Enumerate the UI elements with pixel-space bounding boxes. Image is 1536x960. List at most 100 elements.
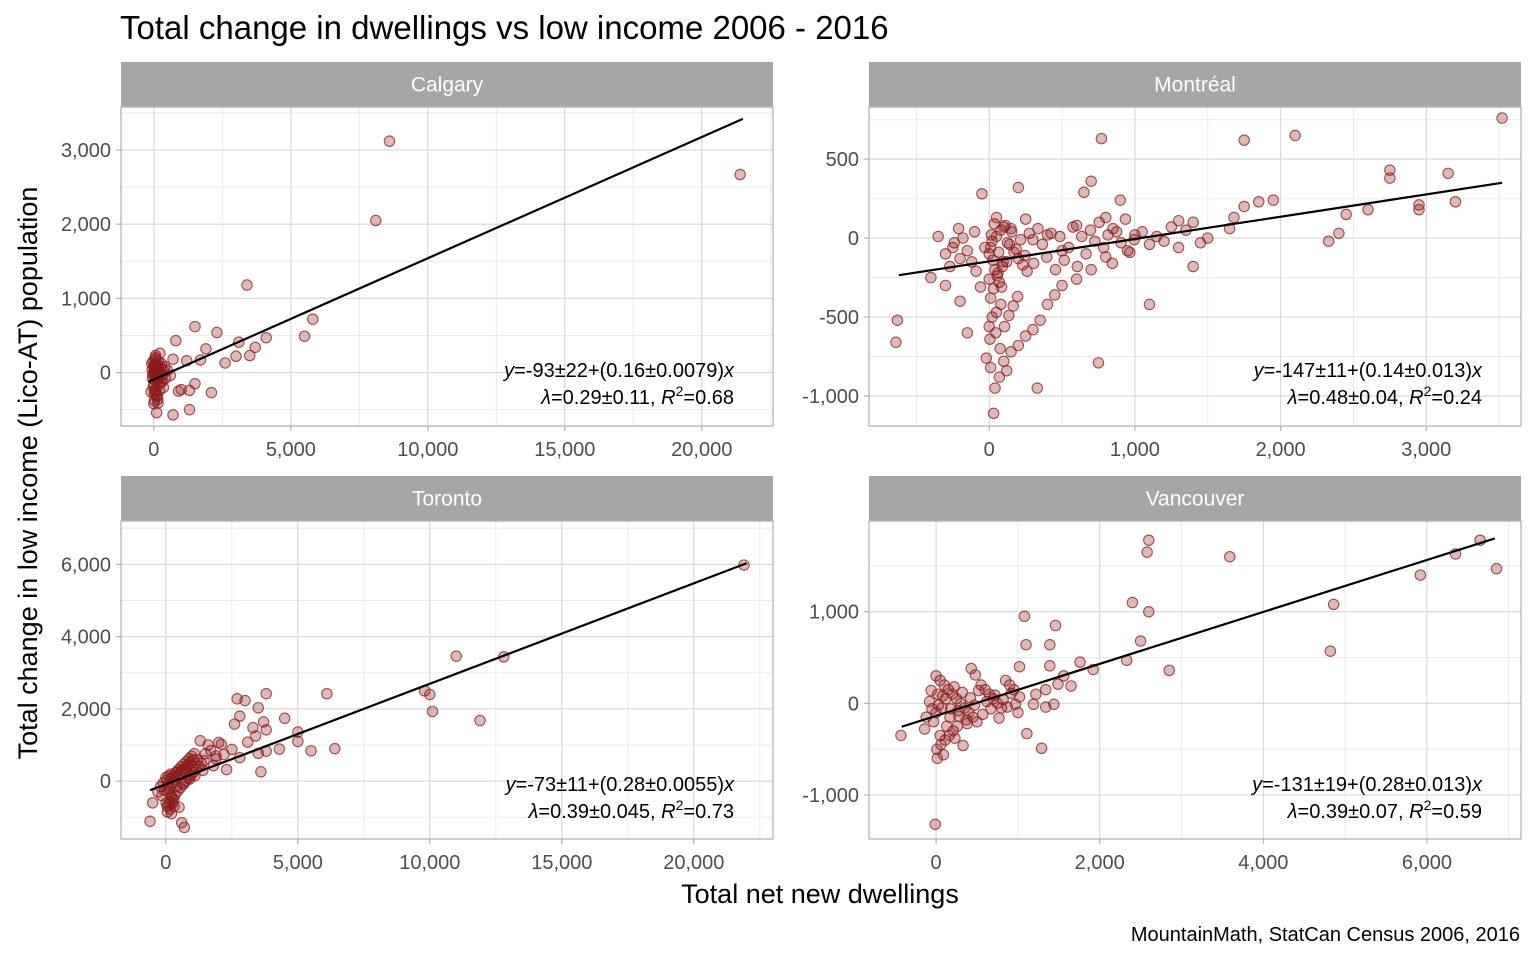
- data-point: [1449, 196, 1462, 208]
- x-tick-label: 2,000: [1075, 852, 1125, 874]
- x-tick-label: 6,000: [1402, 852, 1452, 874]
- x-tick-label: 0: [931, 852, 942, 874]
- x-tick-label: 15,000: [531, 852, 592, 874]
- data-point: [1267, 194, 1280, 206]
- fit-line: [898, 181, 1503, 277]
- data-point: [1032, 222, 1044, 235]
- facet-strip: [121, 476, 773, 521]
- x-tick-label: 0: [984, 439, 995, 461]
- annotation-part: x: [1471, 774, 1483, 796]
- data-point: [1012, 339, 1025, 352]
- annotation-part: x: [723, 774, 735, 796]
- data-point: [970, 265, 982, 277]
- data-point: [273, 743, 286, 755]
- data-point: [972, 684, 985, 697]
- data-point: [984, 361, 997, 374]
- x-tick-label: 10,000: [399, 852, 460, 874]
- data-point: [167, 409, 179, 421]
- fit-line: [149, 562, 747, 792]
- data-point: [951, 720, 964, 733]
- data-point: [241, 736, 254, 748]
- data-point: [1071, 260, 1084, 273]
- data-point: [1172, 241, 1185, 254]
- annotation-part: =0.29±0.11,: [551, 387, 661, 409]
- annotation-part: =0.39±0.045,: [538, 801, 661, 823]
- data-point: [170, 780, 183, 793]
- data-point: [255, 766, 267, 778]
- data-point: [968, 226, 981, 238]
- annotation-part: 2: [676, 797, 684, 813]
- annotation-part: x: [723, 360, 735, 382]
- y-tick-label: 1,000: [61, 288, 111, 310]
- data-point: [1201, 232, 1214, 244]
- data-point: [450, 650, 462, 662]
- data-point: [956, 686, 969, 699]
- chart-title: Total change in dwellings vs low income …: [120, 9, 889, 46]
- x-tick-label: 20,000: [671, 439, 732, 461]
- data-point: [1228, 211, 1240, 224]
- data-point: [939, 279, 952, 292]
- annotation-part: λ: [1287, 801, 1298, 823]
- data-point: [995, 298, 1007, 311]
- annotation-part: =-147±11+(0.14±0.013): [1264, 360, 1472, 382]
- data-point: [198, 754, 210, 767]
- facet-strip: [869, 476, 1521, 521]
- annotation-part: λ: [540, 387, 551, 409]
- annotation-part: y: [504, 774, 517, 796]
- annotation-part: λ: [1287, 387, 1298, 409]
- data-point: [329, 742, 341, 755]
- data-point: [987, 407, 1000, 420]
- data-point: [953, 710, 965, 722]
- fit-equation: y=-73±11+(0.28±0.0055)x: [504, 774, 735, 796]
- data-point: [1049, 289, 1061, 301]
- data-point: [1289, 129, 1301, 142]
- data-point: [923, 695, 936, 708]
- data-point: [954, 295, 966, 307]
- data-point: [993, 712, 1005, 724]
- x-tick-label: 5,000: [266, 439, 316, 461]
- data-point: [307, 313, 319, 325]
- data-point: [1114, 194, 1127, 206]
- data-point: [994, 342, 1006, 355]
- data-point: [1187, 260, 1199, 273]
- data-point: [936, 690, 949, 702]
- data-point: [189, 320, 201, 333]
- data-point: [925, 271, 937, 284]
- data-point: [1333, 227, 1345, 240]
- data-point: [1327, 598, 1340, 611]
- annotation-part: R: [661, 387, 675, 409]
- y-tick-label: 1,000: [809, 602, 859, 624]
- data-point: [321, 687, 333, 700]
- data-point: [1490, 562, 1503, 575]
- data-point: [993, 371, 1006, 383]
- data-point: [1013, 691, 1026, 703]
- panel-border: [120, 106, 774, 427]
- data-point: [1084, 224, 1097, 236]
- data-point: [1067, 221, 1079, 233]
- data-point: [1012, 181, 1025, 194]
- data-point: [167, 353, 179, 365]
- data-point: [1080, 248, 1092, 260]
- data-point: [241, 279, 253, 291]
- data-point: [1044, 660, 1056, 672]
- data-point: [1442, 167, 1454, 180]
- facet-strip-label: Calgary: [411, 74, 484, 97]
- annotation-part: 2: [1424, 797, 1432, 813]
- panel-toronto: Toronto 0 5,000 10,000 15,000 20,000 0 2,000 4,0…: [61, 476, 774, 874]
- data-point: [998, 320, 1011, 333]
- annotation-part: R: [1409, 387, 1423, 409]
- data-point: [1021, 727, 1033, 740]
- data-point: [1187, 216, 1199, 229]
- data-point: [1324, 645, 1337, 657]
- annotation-part: =-131±19+(0.28±0.013): [1262, 774, 1472, 796]
- data-point: [202, 739, 214, 751]
- data-point: [985, 229, 998, 241]
- x-tick-label: 15,000: [534, 439, 595, 461]
- data-point: [1039, 701, 1052, 713]
- data-point: [230, 350, 242, 363]
- x-tick-label: 20,000: [663, 852, 724, 874]
- data-point: [305, 745, 317, 757]
- data-point: [1092, 357, 1105, 369]
- points-layer: [144, 559, 750, 834]
- data-point: [1078, 186, 1090, 199]
